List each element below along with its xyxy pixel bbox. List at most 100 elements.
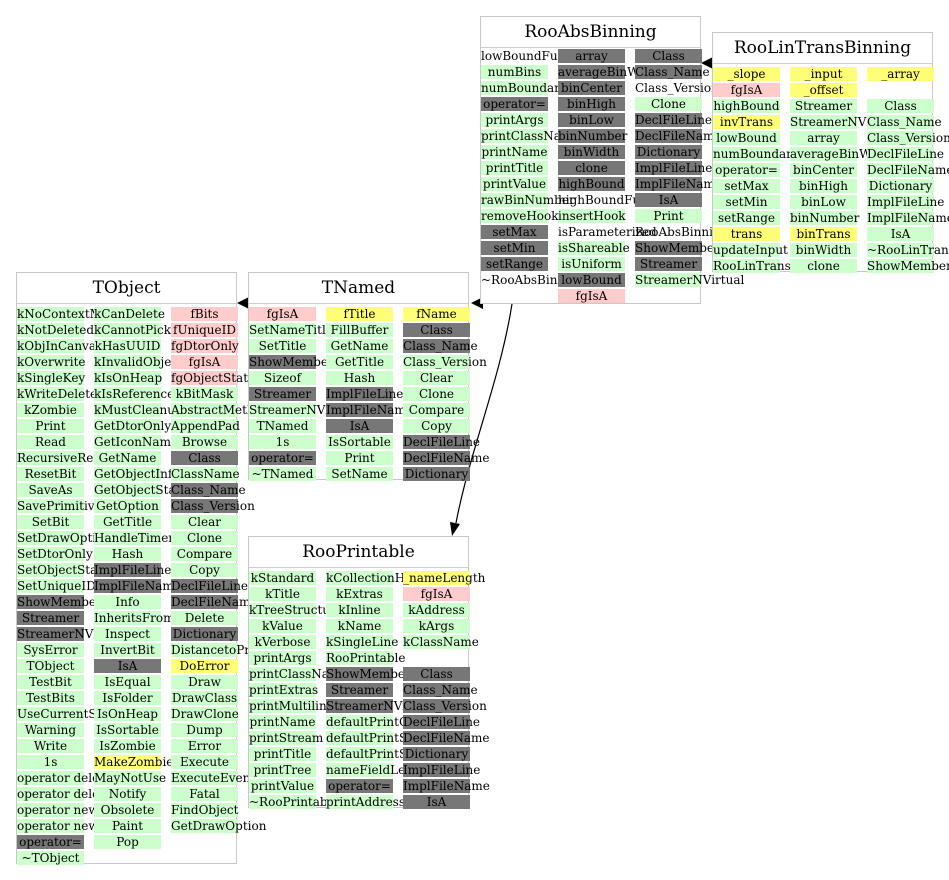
- member-label: DoError: [179, 659, 230, 673]
- member-label: kOverwrite: [17, 355, 86, 369]
- member-label: isUniform: [561, 257, 622, 271]
- member-cell: Fatal: [171, 787, 238, 801]
- member-label: operator new[]: [17, 819, 108, 833]
- member-cell: printTitle: [481, 161, 548, 175]
- member-label: highBound: [558, 177, 625, 191]
- member-cell: operator=: [326, 779, 393, 793]
- member-label: Print: [35, 419, 66, 433]
- member-label: kCannotPick: [94, 323, 172, 337]
- member-label: fUniqueID: [173, 323, 236, 337]
- member-cell: Class_Version: [403, 355, 487, 369]
- member-label: Clone: [418, 387, 455, 401]
- member-cell: ~TNamed: [249, 467, 316, 481]
- member-label: kExtras: [336, 587, 383, 601]
- member-label: kClassName: [403, 635, 479, 649]
- member-label: Streamer: [253, 387, 312, 401]
- member-label: GetOption: [96, 499, 159, 513]
- member-cell: _slope: [713, 67, 780, 81]
- member-cell: Dictionary: [171, 627, 238, 641]
- arrowhead-tobject: [237, 297, 249, 309]
- member-cell: DoError: [171, 659, 238, 673]
- member-cell: Class_Version: [171, 499, 255, 513]
- member-label: MayNotUse: [94, 771, 167, 785]
- member-label: Class_Version: [403, 699, 487, 713]
- member-cell: binWidth: [790, 243, 857, 257]
- member-label: setMax: [492, 225, 537, 239]
- member-label: kTitle: [265, 587, 300, 601]
- member-cell: ImplFileName: [867, 211, 949, 225]
- member-label: Clear: [419, 371, 453, 385]
- member-cell: defaultPrintStyle: [326, 747, 430, 761]
- member-cell: IsSortable: [94, 723, 161, 737]
- member-cell: setMin: [481, 241, 548, 255]
- member-label: RooAbsBinning: [635, 225, 729, 239]
- member-label: kVerbose: [254, 635, 311, 649]
- member-cell: _array: [867, 67, 934, 81]
- member-label: Class_Version: [403, 355, 487, 369]
- member-cell: RooLinTransBinning: [713, 259, 838, 273]
- member-cell: operator=: [481, 97, 548, 111]
- member-label: Error: [187, 739, 222, 753]
- member-cell: fUniqueID: [171, 323, 238, 337]
- member-cell: Clone: [171, 531, 238, 545]
- member-label: StreamerNVirtual: [635, 273, 745, 287]
- member-label: printAddress: [326, 795, 405, 809]
- member-cell: operator=: [249, 451, 316, 465]
- member-label: Inspect: [105, 627, 150, 641]
- member-cell: Write: [17, 739, 84, 753]
- member-label: printClassName: [249, 667, 348, 681]
- member-label: 1s: [275, 435, 290, 449]
- member-cell: GetName: [94, 451, 161, 465]
- member-label: DeclFileName: [171, 595, 258, 609]
- member-label: fName: [416, 307, 457, 321]
- member-cell: DeclFileName: [403, 451, 490, 465]
- member-label: highBoundFunc: [558, 193, 655, 207]
- member-cell: kSingleKey: [17, 371, 85, 385]
- member-label: SetBit: [31, 515, 70, 529]
- member-cell: ShowMembers: [635, 241, 726, 255]
- member-cell: binNumber: [558, 129, 627, 143]
- member-cell: fBits: [171, 307, 238, 321]
- member-cell: updateInput: [713, 243, 788, 257]
- member-cell: 1s: [249, 435, 316, 449]
- member-cell: Class_Version: [635, 81, 719, 95]
- member-label: fBits: [190, 307, 219, 321]
- member-cell: RecursiveRemove: [17, 451, 126, 465]
- member-cell: MakeZombie: [94, 755, 173, 769]
- member-cell: ImplFileName: [635, 177, 722, 191]
- member-cell: operator new: [17, 803, 99, 817]
- member-cell: Dictionary: [635, 145, 702, 159]
- member-label: GetIconName: [94, 435, 179, 449]
- member-cell: GetTitle: [326, 355, 393, 369]
- member-cell: numBoundaries: [481, 81, 577, 95]
- member-label: _slope: [727, 67, 766, 81]
- member-cell: SavePrimitive: [17, 499, 102, 513]
- member-label: Sizeof: [263, 371, 302, 385]
- member-label: DrawClass: [171, 691, 238, 705]
- member-label: kAddress: [408, 603, 465, 617]
- member-cell: Clone: [403, 387, 470, 401]
- member-cell: DrawClass: [171, 691, 238, 705]
- member-label: Hash: [111, 547, 144, 561]
- member-label: fgIsA: [575, 289, 608, 303]
- member-label: fTitle: [343, 307, 376, 321]
- member-cell: IsOnHeap: [94, 707, 161, 721]
- member-cell: SetObjectStat: [17, 563, 102, 577]
- member-cell: nameFieldLength: [326, 763, 433, 777]
- member-label: Class: [188, 451, 221, 465]
- member-cell: Class: [403, 667, 470, 681]
- member-cell: DeclFileName: [867, 163, 949, 177]
- member-cell: RooAbsBinning: [635, 225, 728, 239]
- member-cell: [403, 651, 470, 665]
- member-label: IsA: [117, 659, 138, 673]
- member-cell: highBound: [713, 99, 780, 113]
- member-cell: printName: [481, 145, 548, 159]
- member-cell: Class_Name: [403, 339, 478, 353]
- arrowhead-rooprintable: [450, 522, 460, 536]
- member-label: setMax: [724, 179, 769, 193]
- member-label: printExtras: [249, 683, 319, 697]
- member-cell: FindObject: [171, 803, 238, 817]
- member-cell: MayNotUse: [94, 771, 166, 785]
- member-cell: kStandard: [249, 571, 316, 585]
- member-cell: Pop: [94, 835, 161, 849]
